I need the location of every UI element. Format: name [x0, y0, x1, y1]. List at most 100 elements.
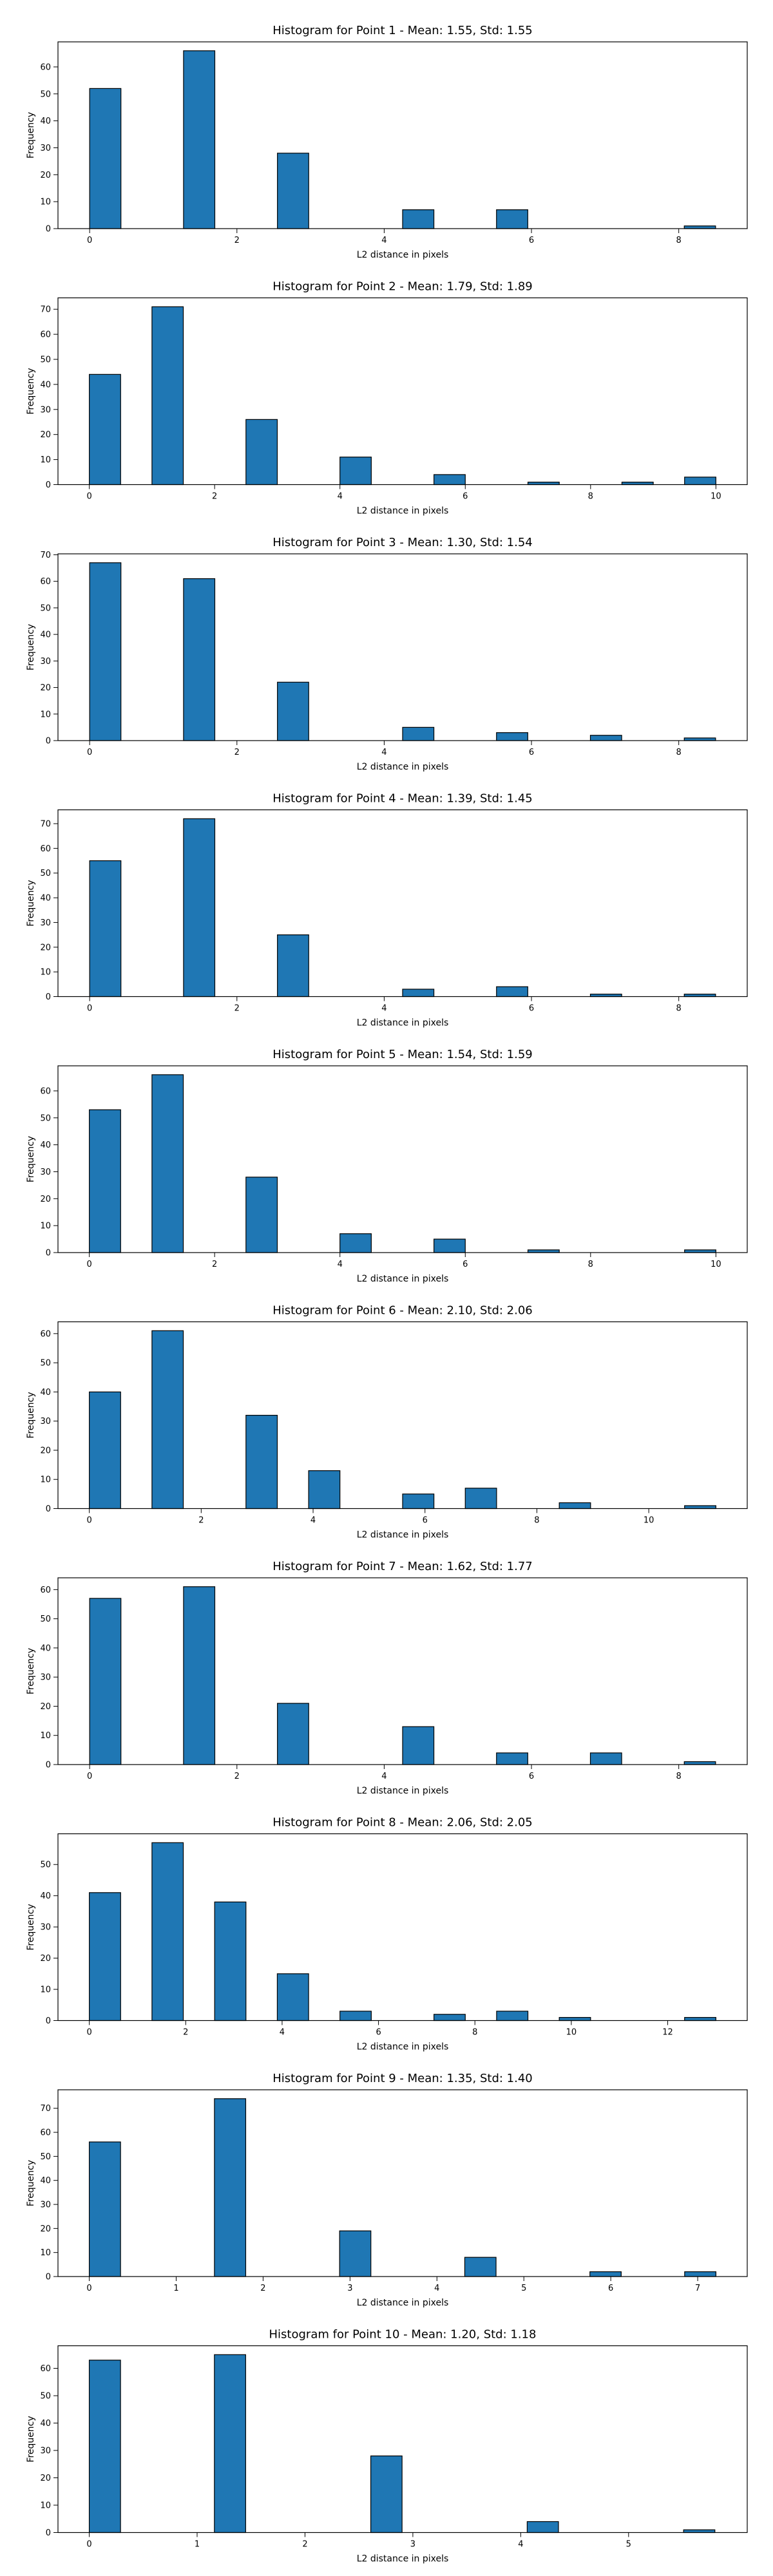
histogram-panel-3: Histogram for Point 3 - Mean: 1.30, Std:…: [26, 536, 748, 772]
x-tick-label: 0: [86, 2284, 91, 2293]
y-axis-label: Frequency: [26, 624, 36, 670]
y-tick-label: 50: [40, 2392, 51, 2401]
y-tick-label: 30: [40, 657, 51, 667]
x-tick-label: 6: [529, 748, 534, 757]
histogram-bar: [89, 860, 122, 998]
x-tick-label: 2: [234, 748, 240, 757]
histogram-bar: [402, 989, 435, 998]
y-tick-label: 0: [46, 480, 51, 490]
chart-title: Histogram for Point 10 - Mean: 1.20, Std…: [269, 2328, 537, 2342]
x-tick-label: 4: [280, 2028, 285, 2038]
y-tick-label: 30: [40, 918, 51, 928]
x-tick-label: 0: [86, 1260, 91, 1269]
y-tick-label: 40: [40, 1141, 51, 1150]
x-axis-label: L2 distance in pixels: [357, 2298, 449, 2308]
histogram-bar: [683, 737, 716, 741]
histogram-panel-4: Histogram for Point 4 - Mean: 1.39, Std:…: [26, 792, 748, 1028]
x-axis-label: L2 distance in pixels: [357, 1018, 449, 1028]
y-tick-label: 70: [40, 551, 51, 560]
x-tick-label: 7: [695, 2284, 700, 2293]
y-axis-label: Frequency: [26, 1648, 36, 1694]
y-tick-label: 60: [40, 1586, 51, 1595]
x-tick-label: 8: [472, 2028, 477, 2038]
histogram-bar: [88, 2360, 121, 2533]
y-tick-label: 60: [40, 577, 51, 587]
y-axis-label: Frequency: [26, 1136, 36, 1182]
x-tick-label: 2: [302, 2540, 307, 2550]
histogram-bar: [183, 818, 216, 998]
x-tick-label: 6: [376, 2028, 381, 2038]
x-tick-label: 4: [338, 1260, 343, 1269]
y-tick-label: 0: [46, 2273, 51, 2282]
plot-frame: [57, 297, 748, 486]
x-axis-label: L2 distance in pixels: [357, 250, 449, 260]
y-tick-label: 20: [40, 1446, 51, 1455]
y-tick-label: 50: [40, 1359, 51, 1368]
chart-title: Histogram for Point 1 - Mean: 1.55, Std:…: [272, 24, 533, 37]
plot-frame: [57, 809, 748, 998]
plot-frame: [57, 1065, 748, 1253]
plot-frame: [57, 1321, 748, 1510]
y-tick-label: 0: [46, 992, 51, 1002]
y-tick-label: 30: [40, 1923, 51, 1933]
x-tick-label: 3: [410, 2540, 415, 2550]
x-tick-label: 0: [86, 2028, 91, 2038]
x-tick-label: 1: [173, 2284, 178, 2293]
x-tick-label: 6: [608, 2284, 613, 2293]
histogram-bar: [277, 934, 309, 998]
histogram-bar: [89, 88, 122, 229]
y-tick-label: 10: [40, 1731, 51, 1741]
x-tick-label: 2: [183, 2028, 188, 2038]
plot-frame: [57, 2089, 748, 2277]
histogram-bar: [683, 1761, 716, 1765]
histogram-bar: [402, 1493, 435, 1510]
histogram-bar: [339, 457, 372, 486]
x-tick-label: 6: [423, 1516, 428, 1526]
y-axis-label: Frequency: [26, 2160, 36, 2206]
y-tick-label: 50: [40, 1861, 51, 1870]
x-tick-label: 10: [711, 1260, 721, 1269]
histogram-bar: [526, 2521, 559, 2533]
y-tick-label: 0: [46, 2528, 51, 2538]
x-tick-label: 2: [260, 2284, 265, 2293]
histogram-bar: [589, 1752, 622, 1765]
histogram-bar: [277, 681, 309, 741]
chart-title: Histogram for Point 4 - Mean: 1.39, Std:…: [272, 792, 533, 806]
y-tick-label: 20: [40, 1702, 51, 1712]
histogram-bar: [402, 209, 435, 229]
x-axis-label: L2 distance in pixels: [357, 506, 449, 516]
histogram-bar: [89, 1892, 121, 2022]
histogram-panel-1: Histogram for Point 1 - Mean: 1.55, Std:…: [26, 24, 748, 260]
histogram-bar: [589, 735, 622, 741]
histogram-panel-5: Histogram for Point 5 - Mean: 1.54, Std:…: [26, 1048, 748, 1284]
histogram-bar: [183, 1586, 216, 1765]
chart-title: Histogram for Point 8 - Mean: 2.06, Std:…: [272, 1816, 533, 1830]
histogram-bar: [276, 1973, 309, 2022]
y-tick-label: 10: [40, 968, 51, 978]
histogram-bar: [464, 1488, 497, 1510]
plot-frame: [57, 41, 748, 229]
y-tick-label: 30: [40, 2201, 51, 2210]
y-tick-label: 40: [40, 1643, 51, 1653]
y-tick-label: 10: [40, 455, 51, 465]
x-tick-label: 6: [529, 1004, 534, 1014]
histogram-bar: [496, 732, 528, 741]
y-tick-label: 20: [40, 430, 51, 440]
x-tick-label: 4: [381, 1004, 386, 1014]
y-tick-label: 50: [40, 355, 51, 365]
histogram-bar: [496, 1752, 528, 1765]
x-tick-label: 0: [87, 748, 92, 757]
histogram-bar: [151, 1842, 184, 2022]
histogram-bar: [89, 1598, 122, 1765]
y-tick-label: 40: [40, 2176, 51, 2186]
y-axis-label: Frequency: [26, 880, 36, 926]
plot-frame: [57, 1577, 748, 1765]
histogram-bar: [684, 2271, 717, 2277]
chart-title: Histogram for Point 5 - Mean: 1.54, Std:…: [272, 1048, 533, 1061]
x-tick-label: 2: [234, 236, 240, 245]
x-axis-label: L2 distance in pixels: [357, 1530, 449, 1540]
y-tick-label: 0: [46, 1504, 51, 1514]
chart-title: Histogram for Point 3 - Mean: 1.30, Std:…: [272, 536, 533, 549]
x-tick-label: 6: [529, 236, 534, 245]
x-tick-label: 12: [662, 2028, 673, 2038]
